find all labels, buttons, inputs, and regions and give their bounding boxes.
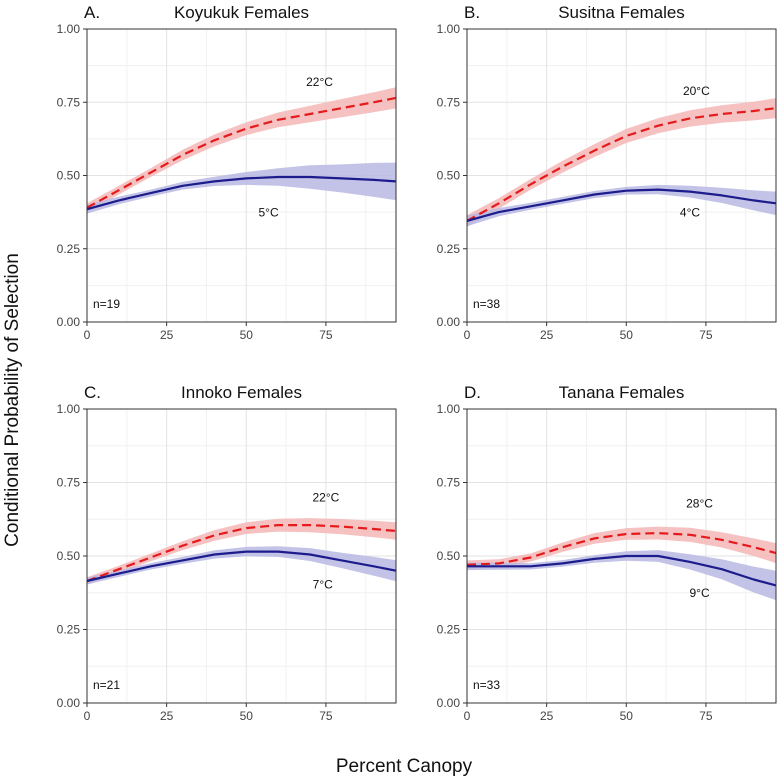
- sample-size-label: n=33: [473, 678, 500, 692]
- y-tick-label: 0.00: [57, 696, 81, 710]
- x-tick-label: 50: [240, 328, 254, 342]
- y-axis-label: Conditional Probability of Selection: [2, 253, 23, 547]
- x-tick-label: 25: [540, 328, 554, 342]
- series-line-cool: [466, 188, 777, 222]
- y-tick-label: 0.75: [57, 95, 81, 109]
- y-tick-label: 0.00: [437, 696, 461, 710]
- y-tick-label: 0.75: [437, 95, 461, 109]
- y-tick-label: 1.00: [437, 22, 461, 36]
- panel-title: Innoko Females: [181, 383, 302, 402]
- ci-band-warm: [87, 87, 396, 213]
- sample-size-label: n=21: [93, 678, 120, 692]
- y-tick-label: 0.25: [57, 242, 81, 256]
- y-tick-label: 0.25: [57, 623, 81, 637]
- series-line-cool: [467, 554, 777, 587]
- y-tick-label: 0.50: [437, 549, 461, 563]
- x-tick-label: 0: [84, 328, 91, 342]
- x-tick-label: 25: [540, 709, 554, 723]
- y-tick-label: 0.50: [57, 169, 81, 183]
- y-tick-label: 0.25: [437, 242, 461, 256]
- series-label-warm: 22°C: [306, 75, 333, 89]
- y-tick-label: 0.25: [437, 623, 461, 637]
- x-tick-label: 0: [464, 328, 471, 342]
- series-label-cool: 7°C: [313, 577, 333, 591]
- panels-group: 22°C 5°C 0 25 50 75 0.00 0.25 0.50 0.75 1.00 n=19 A.…: [57, 3, 777, 723]
- panel-c: 22°C 7°C 0 25 50 75 0.00 0.25 0.50 0.75 1.00 n=21 C.…: [57, 383, 397, 723]
- panel-letter: B.: [464, 3, 480, 22]
- x-tick-label: 75: [699, 709, 713, 723]
- panel-letter: D.: [464, 383, 481, 402]
- ci-band-warm: [87, 518, 396, 585]
- x-tick-label: 25: [160, 328, 174, 342]
- sample-size-label: n=19: [93, 297, 120, 311]
- x-tick-label: 0: [464, 709, 471, 723]
- series-line-warm: [86, 96, 397, 209]
- panel-title: Susitna Females: [558, 3, 685, 22]
- series-label-cool: 4°C: [680, 206, 700, 220]
- y-tick-label: 1.00: [437, 402, 461, 416]
- panel-title: Tanana Females: [559, 383, 685, 402]
- x-tick-label: 75: [319, 328, 333, 342]
- series-line-warm: [466, 531, 777, 566]
- y-tick-label: 0.75: [437, 476, 461, 490]
- y-tick-label: 0.50: [437, 169, 461, 183]
- x-tick-label: 50: [620, 709, 634, 723]
- panel-letter: A.: [84, 3, 100, 22]
- y-tick-label: 0.00: [57, 315, 81, 329]
- x-axis-label: Percent Canopy: [336, 756, 473, 777]
- y-tick-label: 1.00: [57, 22, 81, 36]
- series-label-cool: 9°C: [689, 586, 709, 600]
- panel-title: Koyukuk Females: [174, 3, 309, 22]
- ci-band-warm: [467, 526, 776, 570]
- series-line-cool: [86, 175, 397, 211]
- x-tick-label: 0: [84, 709, 91, 723]
- panel-b: 20°C 4°C 0 25 50 75 0.00 0.25 0.50 0.75 1.00 n=38 B.…: [437, 3, 777, 342]
- panel-d: 28°C 9°C 0 25 50 75 0.00 0.25 0.50 0.75 1.00 n=33 D.…: [437, 383, 777, 723]
- ci-band-cool: [87, 162, 396, 214]
- x-tick-label: 25: [160, 709, 174, 723]
- sample-size-label: n=38: [473, 297, 500, 311]
- panel-a: 22°C 5°C 0 25 50 75 0.00 0.25 0.50 0.75 1.00 n=19 A.…: [57, 3, 397, 342]
- x-tick-label: 75: [699, 328, 713, 342]
- y-tick-label: 0.50: [57, 549, 81, 563]
- x-tick-label: 50: [240, 709, 254, 723]
- series-line-warm: [86, 523, 397, 583]
- series-line-warm: [466, 107, 777, 222]
- ci-band-cool: [467, 550, 776, 601]
- series-line-cool: [86, 550, 397, 583]
- x-tick-label: 75: [319, 709, 333, 723]
- y-tick-label: 0.00: [437, 315, 461, 329]
- ci-band-cool: [467, 184, 776, 227]
- y-tick-label: 0.75: [57, 476, 81, 490]
- series-label-cool: 5°C: [259, 206, 279, 220]
- panel-letter: C.: [84, 383, 101, 402]
- y-tick-label: 1.00: [57, 402, 81, 416]
- series-label-warm: 28°C: [686, 496, 713, 510]
- series-label-warm: 20°C: [683, 84, 710, 98]
- series-label-warm: 22°C: [313, 491, 340, 505]
- x-tick-label: 50: [620, 328, 634, 342]
